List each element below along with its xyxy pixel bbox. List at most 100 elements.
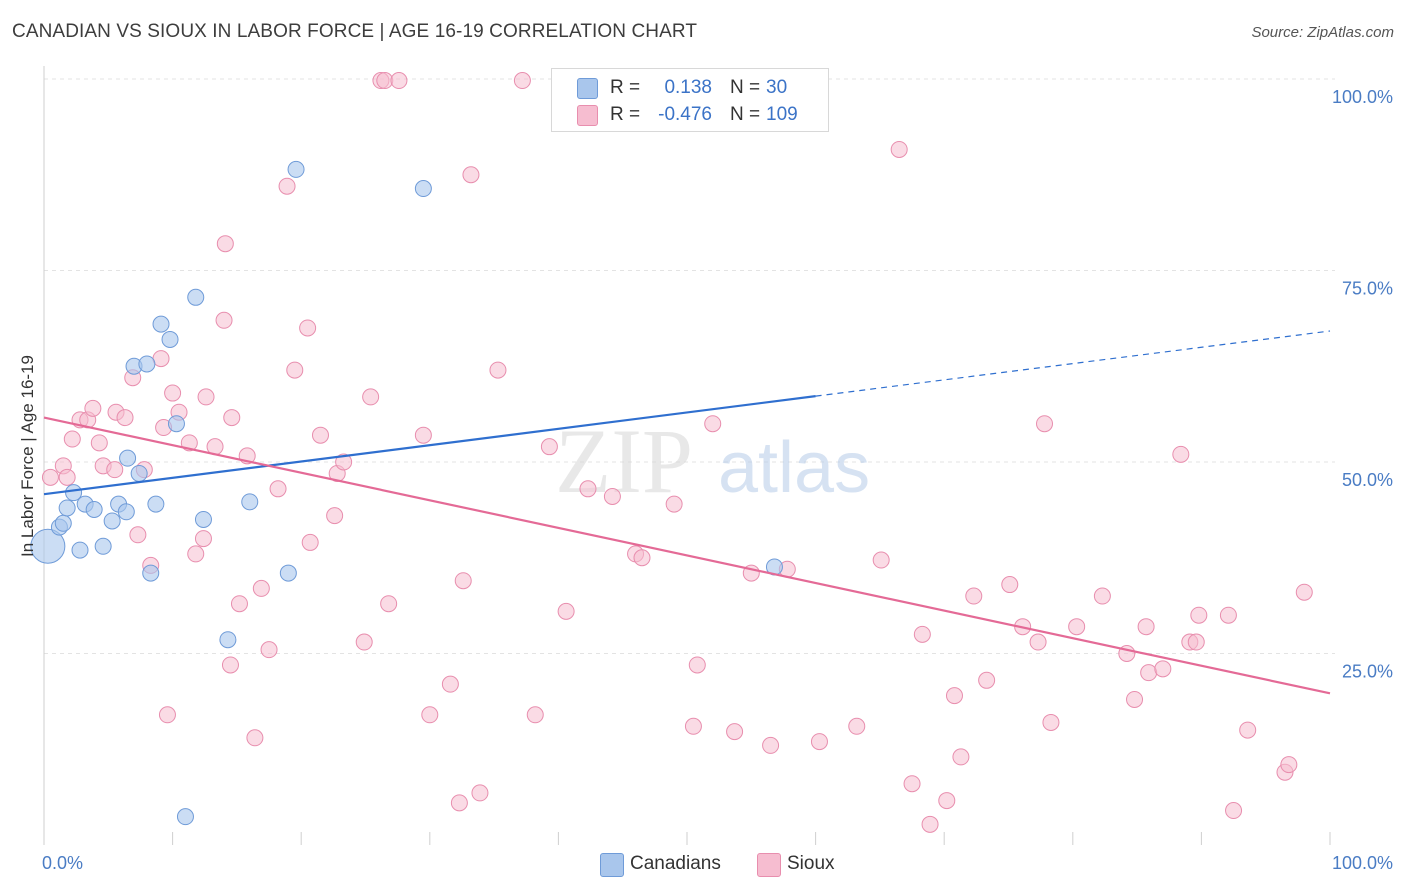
sioux-point [810, 733, 828, 751]
sioux-point [216, 235, 234, 253]
sioux-point [1190, 606, 1208, 624]
canadians-point [414, 180, 432, 198]
sioux-point [872, 551, 890, 569]
canadians-trend-extension [815, 330, 1331, 397]
sioux-point [513, 72, 531, 90]
legend-row-canadians: R = 0.138 N = 30 [552, 74, 828, 101]
sioux-point [252, 579, 270, 597]
canadians-trend-line [43, 395, 816, 496]
sioux-point [945, 687, 963, 705]
sioux-point [454, 572, 472, 590]
canadians-point [241, 493, 259, 511]
sioux-point [489, 361, 507, 379]
sioux-point [390, 72, 408, 90]
canadians-point [138, 355, 156, 373]
sioux-point [260, 641, 278, 659]
canadians-point [119, 449, 137, 467]
sioux-point [223, 409, 241, 427]
legend-r-value: 0.138 [664, 77, 712, 98]
sioux-point [978, 671, 996, 689]
sioux-point [116, 409, 134, 427]
sioux-point [152, 350, 170, 368]
canadians-legend-swatch [600, 853, 624, 877]
canadians-point [85, 500, 103, 518]
sioux-point [194, 530, 212, 548]
canadians-point [103, 512, 121, 530]
sioux-point [526, 706, 544, 724]
sioux-point [471, 784, 489, 802]
sioux-point [665, 495, 683, 513]
sioux-point [41, 468, 59, 486]
legend-r-value: -0.476 [658, 104, 712, 125]
sioux-point [1029, 633, 1047, 651]
canadians-swatch [577, 78, 598, 99]
sioux-point [965, 587, 983, 605]
sioux-point [299, 319, 317, 337]
canadians-point [142, 564, 160, 582]
sioux-swatch [577, 105, 598, 126]
sioux-point [1219, 606, 1237, 624]
canadians-point [65, 484, 83, 502]
canadians-point [279, 564, 297, 582]
stats-legend: R = 0.138 N = 30 R = -0.476 N = 109 [551, 68, 829, 132]
sioux-point [921, 815, 939, 833]
sioux-point [890, 140, 908, 158]
sioux-points [41, 72, 1313, 833]
canadians-point [161, 330, 179, 348]
y-axis-label: In Labor Force | Age 16-19 [18, 355, 37, 557]
trend-lines [43, 330, 1331, 695]
canadians-point [30, 528, 66, 564]
sioux-point [380, 595, 398, 613]
sioux-point [362, 388, 380, 406]
sioux-point [158, 706, 176, 724]
sioux-point [1001, 576, 1019, 594]
chart-title: CANADIAN VS SIOUX IN LABOR FORCE | AGE 1… [12, 21, 698, 42]
sioux-point [603, 487, 621, 505]
legend-n-label: N = [730, 104, 761, 125]
canadians-point [176, 808, 194, 826]
sioux-point [903, 775, 921, 793]
x-tick-label: 100.0% [1332, 853, 1393, 873]
legend-r-label: R = [610, 104, 641, 125]
y-tick-label: 50.0% [1342, 470, 1393, 490]
sioux-point [414, 426, 432, 444]
sioux-point [726, 723, 744, 741]
sioux-point [1036, 415, 1054, 433]
sioux-point [215, 311, 233, 329]
sioux-point [129, 526, 147, 544]
canadians-point [147, 495, 165, 513]
sioux-point [579, 480, 597, 498]
sioux-point [1140, 664, 1158, 682]
sioux-point [1280, 756, 1298, 774]
sioux-point [450, 794, 468, 812]
sioux-point [1225, 802, 1243, 820]
sioux-point [1042, 713, 1060, 731]
sioux-legend-swatch [757, 853, 781, 877]
sioux-point [106, 461, 124, 479]
canadians-legend-label: Canadians [630, 853, 721, 874]
watermark-atlas: atlas [718, 428, 870, 508]
tick-labels: 100.0% 75.0% 50.0% 25.0% 0.0% 100.0% [42, 87, 1393, 873]
sioux-point [230, 595, 248, 613]
legend-n-value: 109 [766, 104, 798, 125]
sioux-point [311, 426, 329, 444]
legend-row-sioux: R = -0.476 N = 109 [552, 101, 828, 128]
canadians-point [152, 315, 170, 333]
sioux-point [1295, 583, 1313, 601]
canadians-point [54, 514, 72, 532]
grid-layer [44, 78, 1335, 654]
sioux-point [63, 430, 81, 448]
sioux-point [462, 166, 480, 184]
x-tick-label: 0.0% [42, 853, 83, 873]
sioux-point [557, 602, 575, 620]
chart-source: Source: ZipAtlas.com [1251, 24, 1394, 41]
canadians-point [187, 288, 205, 306]
sioux-point [848, 717, 866, 735]
sioux-point [938, 792, 956, 810]
sioux-point [1172, 445, 1190, 463]
canadians-point [194, 510, 212, 528]
canadians-point [167, 415, 185, 433]
sioux-point [187, 545, 205, 563]
legend-r-label: R = [610, 77, 641, 98]
